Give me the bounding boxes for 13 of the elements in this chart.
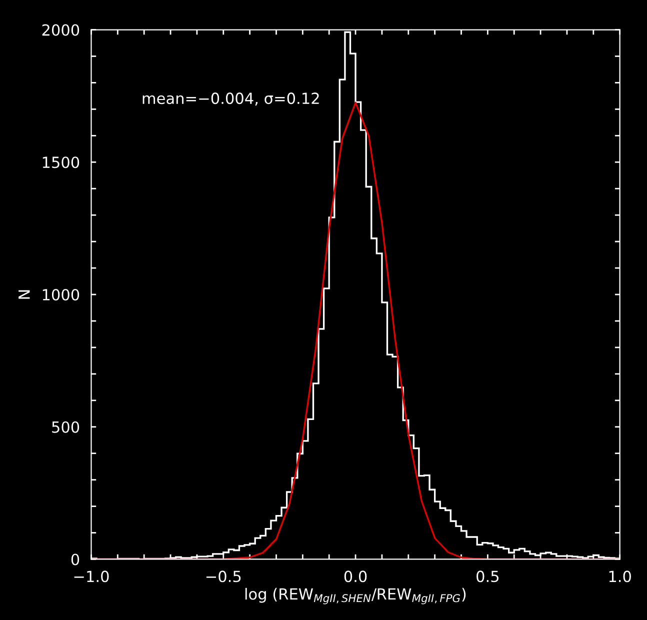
annotation: mean=−0.004, σ=0.12 [142, 92, 319, 106]
x-tick-label: 1.0 [609, 570, 631, 582]
y-tick-label: 1000 [42, 288, 80, 301]
x-tick-label: −0.5 [206, 570, 241, 582]
x-tick-label: 0.5 [476, 570, 498, 582]
y-tick-label: 1500 [42, 156, 80, 168]
y-tick-label: 2000 [42, 24, 80, 36]
y-axis-title: N [18, 290, 30, 299]
x-tick-label: 0.0 [344, 570, 367, 582]
x-axis-title: log (REW$_{MgII,SHEN}$/REW$_{MgII,FPG}$) [245, 588, 466, 604]
x-tick-label: −1.0 [74, 570, 109, 582]
y-tick-label: 0 [71, 554, 80, 566]
y-tick-label: 500 [52, 421, 80, 433]
